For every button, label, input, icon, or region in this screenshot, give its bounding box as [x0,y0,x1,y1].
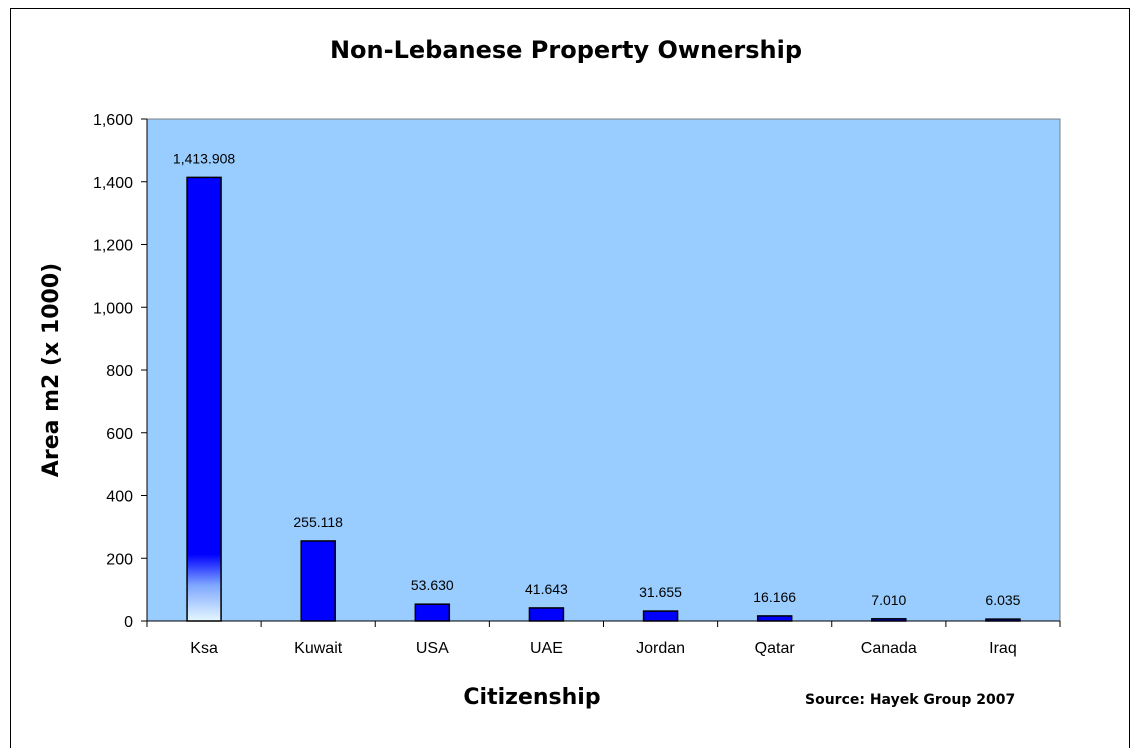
y-tick-label: 1,600 [93,112,133,129]
y-tick-label: 1,000 [93,300,133,317]
bar-kuwait [300,540,336,622]
bar-qatar [756,615,793,622]
y-tick-label: 200 [106,551,133,568]
data-labels: 1,413.908 255.118 53.630 41.643 31.655 16.166… [173,150,1021,608]
source-note: Source: Hayek Group 2007 [805,692,1015,708]
data-label: 6.035 [985,592,1020,608]
x-tick-label: UAE [530,640,563,657]
bar-chart: Non-Lebanese Property Ownership 0 200 400 6… [39,36,1061,710]
x-axis: Ksa Kuwait USA UAE Jordan Qatar Canada Iraq [146,620,1061,657]
bar-jordan [642,610,679,622]
data-label: 41.643 [525,581,568,597]
x-tick-label: USA [416,640,449,657]
y-tick-label: 400 [106,489,133,506]
bar-ksa [186,176,222,622]
bar-uae [528,607,565,622]
data-label: 53.630 [411,577,454,593]
y-tick-label: 1,200 [93,238,133,255]
data-label: 31.655 [639,584,682,600]
data-label: 1,413.908 [173,150,235,166]
bar-canada [871,618,907,622]
bar-iraq [985,618,1021,622]
y-axis-title: Area m2 (x 1000) [39,263,64,477]
x-tick-label: Ksa [190,640,218,657]
chart-frame [10,8,1130,748]
x-tick-label: Jordan [636,640,685,657]
x-tick-label: Iraq [989,640,1017,657]
bar-usa [414,603,451,622]
data-label: 255.118 [293,514,343,530]
x-tick-label: Kuwait [294,640,343,657]
y-tick-label: 800 [106,363,133,380]
bars [186,176,1021,622]
x-axis-title: Citizenship [463,685,600,710]
plot-area [146,118,1061,622]
y-tick-label: 0 [124,614,133,631]
x-tick-label: Canada [861,640,917,657]
chart-title: Non-Lebanese Property Ownership [330,36,802,64]
data-label: 7.010 [871,592,906,608]
x-tick-label: Qatar [755,640,796,657]
y-axis: 0 200 400 600 800 1,000 1,200 1,400 1,600 [93,112,148,631]
data-label: 16.166 [753,589,796,605]
y-tick-label: 1,400 [93,175,133,192]
y-tick-label: 600 [106,426,133,443]
